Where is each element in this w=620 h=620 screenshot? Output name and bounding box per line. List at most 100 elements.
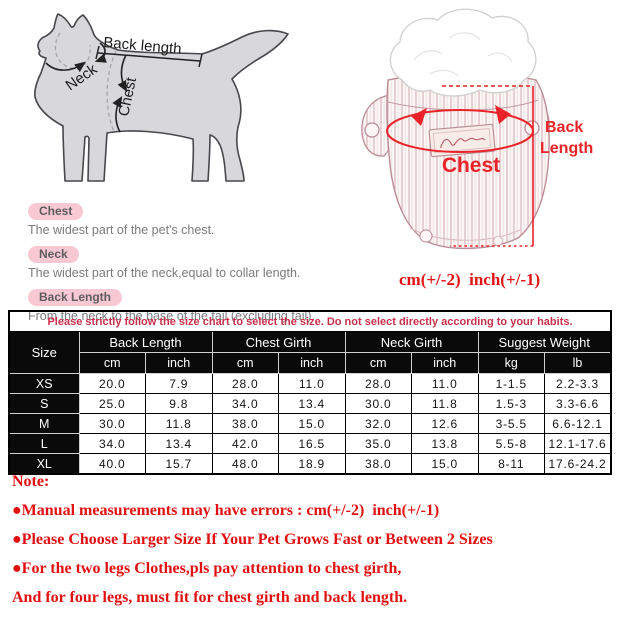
brand-patch [428,123,496,158]
neck-definition-text: The widest part of the neck,equal to col… [28,266,301,280]
table-header-row: Size Back Length Chest Girth Neck Girth … [8,331,612,374]
note-item: ●For the two legs Clothes,pls pay attent… [12,560,402,577]
note-item: ●Manual measurements may have errors : c… [12,502,440,519]
value-cell: 17.6-24.2 [544,453,612,475]
value-cell: 11.8 [145,413,213,434]
col-header-suggest-weight: Suggest Weight [477,331,612,353]
table-caption: Please strictly follow the size chart to… [8,310,612,332]
subcol-kg: kg [477,352,545,374]
table-row-s: S 25.0 9.8 34.0 13.4 30.0 11.8 1.5-3 3.3… [8,393,612,414]
jacket-chest-label: Chest [442,154,500,177]
col-header-back-length: Back Length [78,331,213,353]
neck-arrow [45,61,86,73]
back-length-bracket [442,85,534,247]
chest-arrowhead-right [495,105,511,124]
value-cell: 3-5.5 [477,413,545,434]
chest-arrow-down [117,54,128,93]
fur-collar [389,8,537,97]
size-cell: XS [8,373,80,394]
value-cell: 7.9 [145,373,213,394]
col-header-size: Size [8,331,80,374]
value-cell: 28.0 [211,373,279,394]
dog-back-length-label: Back length [103,34,183,58]
neck-girth-guide [54,32,91,69]
value-cell: 35.0 [344,433,412,454]
value-cell: 38.0 [211,413,279,434]
value-cell: 42.0 [211,433,279,454]
value-cell: 3.3-6.6 [544,393,612,414]
value-cell: 12.6 [411,413,479,434]
size-cell: S [8,393,80,414]
size-cell: XL [8,453,80,475]
size-cell: M [8,413,80,434]
jacket-measurement-diagram: Chest Back Length [361,8,593,250]
table-row-xs: XS 20.0 7.9 28.0 11.0 28.0 11.0 1-1.5 2.… [8,373,612,394]
value-cell: 13.8 [411,433,479,454]
size-cell: L [8,433,80,454]
fur-texture [413,32,513,77]
value-cell: 1.5-3 [477,393,545,414]
jacket-hem-seam [409,227,521,241]
subcol-inch: inch [145,352,213,374]
chest-girth-guide [106,50,117,133]
value-cell: 13.4 [145,433,213,454]
value-cell: 11.0 [411,373,479,394]
subcol-cm: cm [344,352,412,374]
value-cell: 6.6-12.1 [544,413,612,434]
table-caption-row: Please strictly follow the size chart to… [8,310,612,332]
definition-neck: Neck The widest part of the neck,equal t… [28,245,348,280]
neck-arrow-top [94,42,107,63]
value-cell: 48.0 [211,453,279,475]
hem-snap-button [419,229,433,243]
subcol-inch: inch [411,352,479,374]
back-length-term-pill: Back Length [28,289,123,306]
value-cell: 15.0 [278,413,346,434]
value-cell: 40.0 [78,453,146,475]
size-chart-table: Please strictly follow the size chart to… [8,310,612,475]
value-cell: 25.0 [78,393,146,414]
dog-measurement-diagram: Back length Neck Chest [34,13,289,182]
subcol-lb: lb [544,352,612,374]
value-cell: 20.0 [78,373,146,394]
value-cell: 38.0 [344,453,412,475]
jacket-back-length-label-2: Length [540,140,593,157]
value-cell: 28.0 [344,373,412,394]
neck-term-pill: Neck [28,246,79,263]
value-cell: 1-1.5 [477,373,545,394]
jacket-back-length-label-1: Back [545,119,583,136]
table-subheader-row: cm inch cm inch cm inch kg lb [9,352,612,374]
col-header-chest-girth: Chest Girth [211,331,346,353]
notes-title: Note: [12,473,50,490]
col-header-neck-girth: Neck Girth [344,331,479,353]
chest-arrowhead-left [411,108,427,126]
value-cell: 16.5 [278,433,346,454]
tolerance-note: cm(+/-2) inch(+/-1) [399,270,541,289]
note-item: ●Please Choose Larger Size If Your Pet G… [12,531,493,548]
left-sleeve-button [364,122,380,138]
table-row-m: M 30.0 11.8 38.0 15.0 32.0 12.6 3-5.5 6.… [8,413,612,434]
notes-section: Note: ●Manual measurements may have erro… [12,473,614,618]
value-cell: 13.4 [278,393,346,414]
value-cell: 12.1-17.6 [544,433,612,454]
value-cell: 2.2-3.3 [544,373,612,394]
note-item: And for four legs, must fit for chest gi… [12,589,408,606]
value-cell: 15.0 [411,453,479,475]
value-cell: 15.7 [145,453,213,475]
hem-snap-button-2 [492,235,504,247]
table-row-l: L 34.0 13.4 42.0 16.5 35.0 13.8 5.5-8 12… [8,433,612,454]
value-cell: 18.9 [278,453,346,475]
table-row-xl: XL 40.0 15.7 48.0 18.9 38.0 15.0 8-11 17… [8,453,612,475]
value-cell: 32.0 [344,413,412,434]
value-cell: 34.0 [78,433,146,454]
value-cell: 8-11 [477,453,545,475]
value-cell: 30.0 [344,393,412,414]
chest-definition-text: The widest part of the pet's chest. [28,223,215,237]
subcol-inch: inch [278,352,346,374]
definition-chest: Chest The widest part of the pet's chest… [28,202,348,237]
value-cell: 11.0 [278,373,346,394]
value-cell: 34.0 [211,393,279,414]
value-cell: 30.0 [78,413,146,434]
subcol-cm: cm [211,352,279,374]
chest-term-pill: Chest [28,203,84,220]
